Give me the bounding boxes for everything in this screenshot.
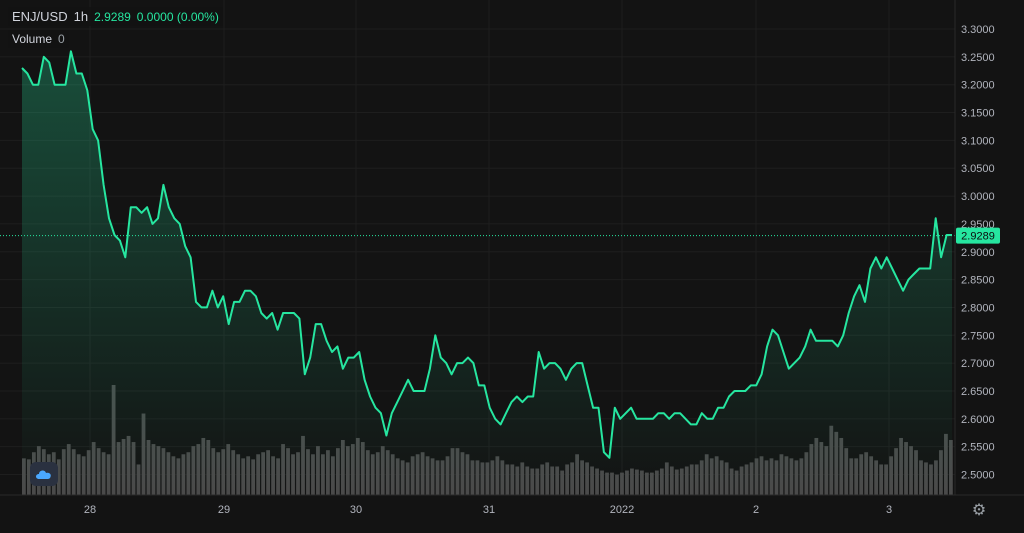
y-tick-label: 2.8000 <box>961 302 995 314</box>
x-tick-label: 31 <box>483 504 495 516</box>
legend: ENJ/USD 1h 2.9289 0.0000 (0.00%) Volume … <box>8 7 223 48</box>
volume-legend: Volume 0 <box>8 30 69 48</box>
y-tick-label: 3.1500 <box>961 108 995 120</box>
symbol-name[interactable]: ENJ/USD <box>12 9 68 24</box>
time-scale[interactable]: 28 29 30 31 2022 2 3 <box>84 504 892 516</box>
symbol-legend: ENJ/USD 1h 2.9289 0.0000 (0.00%) <box>8 7 223 26</box>
y-tick-label: 2.5000 <box>961 470 995 482</box>
volume-value: 0 <box>58 32 65 46</box>
y-tick-label: 2.9000 <box>961 247 995 259</box>
x-tick-label: 29 <box>218 504 230 516</box>
y-tick-label: 3.1000 <box>961 135 995 147</box>
interval-label[interactable]: 1h <box>73 9 89 24</box>
price-area <box>22 51 952 496</box>
y-tick-label: 2.5500 <box>961 442 995 454</box>
price-scale[interactable]: 3.3000 3.2500 3.2000 3.1500 3.1000 3.0500 3.00… <box>961 24 995 482</box>
x-tick-label: 28 <box>84 504 96 516</box>
gear-icon[interactable]: ⚙ <box>971 502 987 519</box>
tradingview-cloud-icon[interactable] <box>30 462 58 486</box>
y-tick-label: 3.0000 <box>961 191 995 203</box>
x-tick-label: 30 <box>350 504 362 516</box>
price-line <box>21 50 952 459</box>
change-value: 0.0000 (0.00%) <box>136 9 219 24</box>
y-tick-label: 2.7500 <box>961 330 995 342</box>
x-tick-label: 3 <box>886 504 892 516</box>
x-tick-label: 2022 <box>610 504 634 516</box>
volume-label: Volume <box>12 32 53 46</box>
x-tick-label: 2 <box>753 504 759 516</box>
y-tick-label: 3.2000 <box>961 80 995 92</box>
price-value: 2.9289 <box>94 9 131 24</box>
y-tick-label: 3.0500 <box>961 163 995 175</box>
y-tick-label: 3.2500 <box>961 52 995 64</box>
y-tick-label: 3.3000 <box>961 24 995 36</box>
last-price-badge: 2.9289 <box>956 227 1000 244</box>
y-tick-label: 2.6500 <box>961 386 995 398</box>
y-tick-label: 2.7000 <box>961 358 995 370</box>
y-tick-label: 2.6000 <box>961 414 995 426</box>
y-tick-label: 2.8500 <box>961 275 995 287</box>
last-price-label: 2.9289 <box>961 231 995 243</box>
